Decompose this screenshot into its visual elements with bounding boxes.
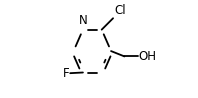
Text: Cl: Cl: [114, 4, 126, 17]
Text: N: N: [79, 14, 87, 27]
Text: OH: OH: [139, 50, 157, 63]
Text: F: F: [63, 67, 69, 80]
